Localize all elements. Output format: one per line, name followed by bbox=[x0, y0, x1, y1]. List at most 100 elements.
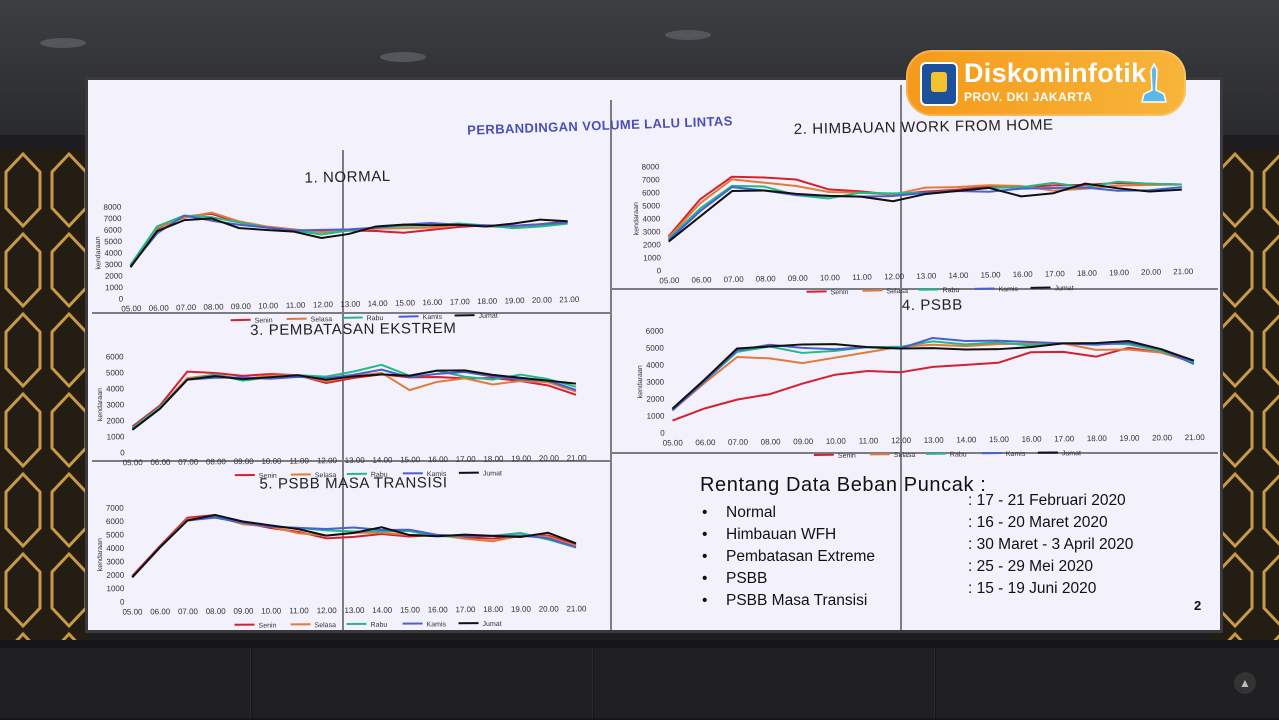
x-tick-label: 05.00 bbox=[659, 276, 680, 285]
x-tick-label: 07.00 bbox=[176, 303, 197, 312]
series-line-senin bbox=[672, 346, 1195, 422]
series-line-jumat bbox=[131, 369, 577, 431]
y-tick-label: 7000 bbox=[642, 175, 661, 184]
x-tick-label: 18.00 bbox=[1077, 269, 1098, 278]
x-tick-label: 21.00 bbox=[1173, 267, 1194, 276]
bullet: • bbox=[702, 592, 708, 609]
y-tick-label: 2000 bbox=[646, 395, 664, 404]
legend-label: Senin bbox=[838, 453, 856, 460]
x-tick-label: 18.00 bbox=[483, 605, 504, 614]
x-tick-label: 20.00 bbox=[532, 295, 553, 304]
y-axis-label: kendaraan bbox=[633, 202, 641, 235]
series-line-senin bbox=[131, 370, 577, 428]
y-tick-label: 0 bbox=[120, 598, 125, 607]
legend-label: Rabu bbox=[367, 315, 384, 322]
x-tick-label: 11.00 bbox=[289, 456, 309, 465]
legend-label: Senin bbox=[255, 317, 273, 324]
y-tick-label: 4000 bbox=[646, 361, 664, 370]
info-panel: Rentang Data Beban Puncak : • Normal : 1… bbox=[700, 470, 1210, 620]
logo-name: Diskominfotik bbox=[964, 58, 1147, 88]
x-tick-label: 07.00 bbox=[724, 275, 745, 284]
y-axis-label: kendaraan bbox=[97, 388, 104, 421]
legend-label: Kamis bbox=[999, 286, 1019, 293]
info-row-date: : 30 Maret - 3 April 2020 bbox=[968, 536, 1134, 553]
x-tick-label: 16.00 bbox=[428, 455, 449, 464]
chart-group: 2. HIMBAUAN WORK FROM HOME 0 1000 2000 3000 4… bbox=[633, 116, 1194, 296]
x-tick-label: 06.00 bbox=[150, 458, 171, 467]
info-row-label: Normal bbox=[726, 504, 776, 521]
y-tick-label: 0 bbox=[660, 429, 665, 438]
x-tick-label: 16.00 bbox=[422, 298, 443, 307]
x-tick-label: 07.00 bbox=[728, 438, 749, 447]
chart-svg: 2. HIMBAUAN WORK FROM HOME 0 1000 2000 3000 4… bbox=[633, 116, 1194, 296]
series-line-selasa bbox=[129, 211, 568, 266]
x-tick-label: 17.00 bbox=[450, 297, 471, 306]
bullet: • bbox=[702, 504, 708, 521]
series-line-kamis bbox=[131, 368, 577, 431]
series-line-jumat bbox=[131, 514, 577, 578]
y-tick-label: 6000 bbox=[106, 517, 124, 526]
decorative-wall-left bbox=[0, 150, 92, 650]
series-line-selasa bbox=[667, 178, 1182, 239]
y-tick-label: 5000 bbox=[106, 368, 124, 377]
video-wall-screen bbox=[88, 80, 1220, 630]
chart-title: 3. PEMBATASAN EKSTREM bbox=[250, 320, 456, 339]
y-tick-label: 1000 bbox=[106, 584, 124, 593]
x-tick-label: 14.00 bbox=[372, 456, 393, 465]
series-line-selasa bbox=[671, 342, 1195, 412]
x-tick-label: 21.00 bbox=[559, 295, 580, 304]
chart-svg: 5. PSBB MASA TRANSISI 0 1000 2000 3000 4000 50… bbox=[97, 474, 587, 629]
floor-panel bbox=[594, 648, 935, 718]
series-line-jumat bbox=[129, 217, 568, 268]
x-tick-label: 07.00 bbox=[178, 607, 199, 616]
screen-seam bbox=[900, 85, 902, 630]
x-tick-label: 12.00 bbox=[317, 606, 338, 615]
dki-emblem-icon bbox=[920, 62, 958, 106]
info-row-label: Pembatasan Extreme bbox=[726, 548, 876, 565]
x-tick-label: 19.00 bbox=[1119, 434, 1140, 443]
legend-label: Rabu bbox=[950, 451, 967, 458]
x-tick-label: 12.00 bbox=[884, 272, 905, 281]
chart-group: 1. NORMAL 0 1000 2000 3000 4000 5000 6000 7000 80… bbox=[95, 168, 580, 325]
x-tick-label: 17.00 bbox=[456, 455, 477, 464]
x-tick-label: 20.00 bbox=[1152, 433, 1173, 442]
legend-label: Selasa bbox=[315, 622, 337, 629]
x-tick-label: 21.00 bbox=[566, 604, 587, 613]
chart-svg: 1. NORMAL 0 1000 2000 3000 4000 5000 6000 7000 80… bbox=[95, 168, 580, 325]
x-tick-label: 10.00 bbox=[261, 457, 282, 466]
x-tick-label: 08.00 bbox=[761, 437, 782, 446]
info-row-label: PSBB Masa Transisi bbox=[726, 592, 868, 609]
legend-label: Senin bbox=[259, 622, 277, 629]
x-tick-label: 07.00 bbox=[178, 458, 199, 467]
bullet: • bbox=[702, 570, 708, 587]
x-tick-label: 12.00 bbox=[313, 300, 334, 309]
x-tick-label: 05.00 bbox=[663, 438, 684, 447]
y-tick-label: 5000 bbox=[642, 201, 661, 210]
y-tick-label: 4000 bbox=[106, 384, 124, 393]
y-tick-label: 0 bbox=[119, 294, 124, 303]
x-tick-label: 13.00 bbox=[340, 299, 361, 308]
chart-title: 1. NORMAL bbox=[304, 168, 391, 187]
legend-label: Jumat bbox=[483, 621, 502, 628]
ceiling-lamp bbox=[40, 38, 86, 48]
y-tick-label: 6000 bbox=[642, 188, 661, 197]
x-tick-label: 06.00 bbox=[695, 438, 716, 447]
series-line-jumat bbox=[671, 340, 1195, 410]
x-tick-label: 19.00 bbox=[1109, 268, 1130, 277]
monas-icon bbox=[1141, 62, 1167, 103]
x-tick-label: 20.00 bbox=[539, 454, 560, 463]
x-tick-label: 11.00 bbox=[852, 273, 872, 282]
x-tick-label: 08.00 bbox=[756, 274, 777, 283]
bullet: • bbox=[702, 548, 708, 565]
x-tick-label: 20.00 bbox=[539, 605, 560, 614]
diskominfotik-logo: Diskominfotik PROV. DKI JAKARTA bbox=[906, 50, 1186, 116]
x-tick-label: 14.00 bbox=[372, 606, 393, 615]
series-line-senin bbox=[667, 175, 1182, 237]
x-tick-label: 10.00 bbox=[820, 273, 841, 282]
y-tick-label: 1000 bbox=[105, 283, 124, 292]
legend-label: Selasa bbox=[311, 316, 333, 323]
floor-panel bbox=[0, 648, 251, 718]
x-tick-label: 17.00 bbox=[455, 605, 476, 614]
x-tick-label: 18.00 bbox=[1087, 434, 1108, 443]
legend-label: Jumat bbox=[1054, 285, 1073, 292]
